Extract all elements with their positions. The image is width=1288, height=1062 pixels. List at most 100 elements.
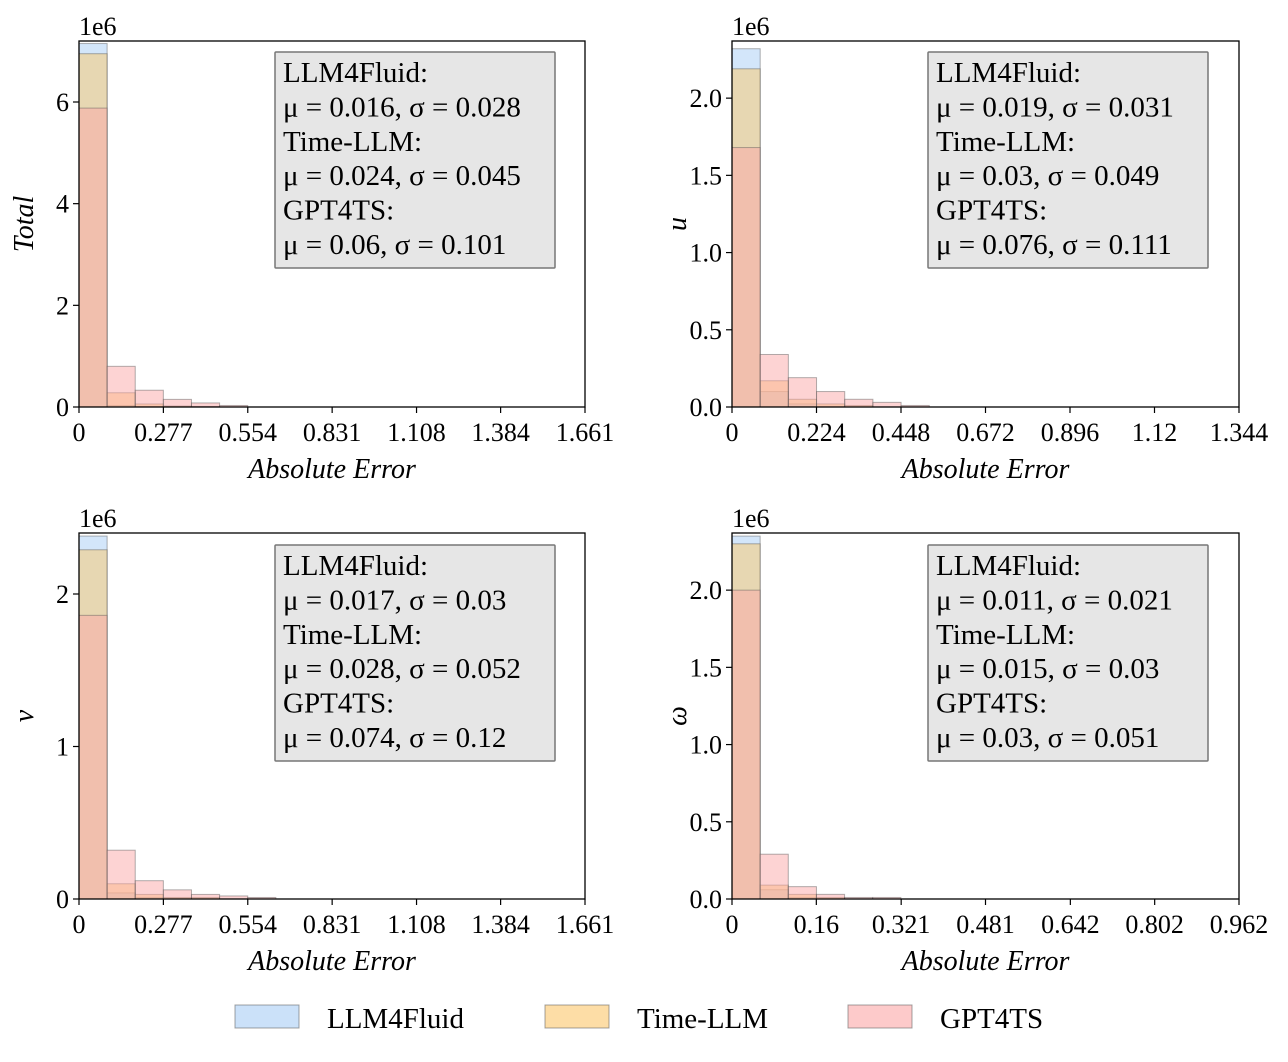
y-tick-label: 0.5: [690, 316, 723, 345]
stats-model-label: GPT4TS:: [936, 195, 1047, 227]
y-tick-label: 4: [56, 190, 69, 219]
x-tick-label: 0.448: [872, 418, 931, 447]
stats-value: μ = 0.028, σ = 0.052: [283, 653, 521, 685]
bar: [106, 365, 136, 408]
stats-model-label: Time-LLM:: [936, 126, 1075, 158]
bar: [731, 589, 761, 900]
x-tick-label: 0.802: [1125, 910, 1184, 939]
bar: [844, 398, 874, 408]
x-tick-label: 0.224: [787, 418, 846, 447]
legend-entry-llm4fluid: LLM4Fluid: [234, 1003, 464, 1035]
x-tick-label: 0.962: [1210, 910, 1269, 939]
stats-value: μ = 0.015, σ = 0.03: [936, 653, 1159, 685]
stats-value: μ = 0.024, σ = 0.045: [283, 160, 521, 192]
legend-swatch: [847, 1004, 913, 1029]
y-axis-label: ω: [662, 706, 693, 726]
y-tick-label: 1.0: [690, 239, 723, 268]
stats-box-background: [927, 544, 1209, 762]
x-tick-label: 0.642: [1041, 910, 1100, 939]
x-tick-label: 0: [726, 910, 739, 939]
x-tick-label: 1.12: [1132, 418, 1178, 447]
stats-box-background: [274, 51, 556, 269]
stats-value: μ = 0.03, σ = 0.049: [936, 160, 1159, 192]
x-tick-label: 0.554: [219, 910, 278, 939]
stats-model-label: GPT4TS:: [283, 195, 394, 227]
bar: [759, 853, 789, 900]
stats-value: μ = 0.06, σ = 0.101: [283, 229, 506, 261]
bar: [759, 353, 789, 408]
stats-value: μ = 0.016, σ = 0.028: [283, 91, 521, 123]
x-axis-label: Absolute Error: [900, 946, 1070, 977]
stats-model-label: LLM4Fluid:: [936, 57, 1081, 89]
series-gpt4ts: [731, 147, 930, 408]
panel-4: 0 0.16 0.321 0.481 0.642 0.802 0.962 0.0 0.5 1.0 1…: [662, 504, 1268, 977]
stats-value: μ = 0.03, σ = 0.051: [936, 722, 1159, 754]
bar: [78, 614, 108, 900]
panel-3: 0 0.277 0.554 0.831 1.108 1.384 1.661 0 1 2 1e6 Abs…: [9, 504, 614, 977]
bar: [815, 893, 846, 900]
series-gpt4ts: [78, 614, 277, 900]
stats-model-label: Time-LLM:: [283, 126, 422, 158]
bar: [787, 377, 818, 408]
bar: [162, 398, 192, 408]
x-axis-label: Absolute Error: [246, 946, 416, 977]
y-tick-label: 2.0: [690, 84, 723, 113]
x-tick-label: 0.831: [303, 910, 362, 939]
stats-value: μ = 0.017, σ = 0.03: [283, 584, 506, 616]
x-tick-label: 1.384: [471, 910, 530, 939]
y-axis-label: u: [662, 217, 693, 231]
x-tick-label: 1.661: [556, 418, 615, 447]
panel-1: 0 0.277 0.554 0.831 1.108 1.384 1.661 0 2 4 6 1e6 Ab…: [9, 12, 614, 485]
x-tick-label: 1.384: [471, 418, 530, 447]
x-tick-label: 1.661: [556, 910, 615, 939]
x-tick-label: 0: [73, 418, 86, 447]
legend-swatch: [234, 1004, 300, 1029]
x-tick-label: 0: [726, 418, 739, 447]
bar: [190, 893, 221, 900]
y-tick-label: 2.0: [690, 576, 723, 605]
x-tick-label: 0.16: [794, 910, 840, 939]
bar: [106, 849, 136, 900]
x-tick-label: 0.554: [219, 418, 278, 447]
y-tick-label: 2: [56, 291, 69, 320]
bar: [731, 147, 761, 408]
y-tick-label: 1.5: [690, 161, 723, 190]
stats-model-label: LLM4Fluid:: [283, 57, 428, 89]
x-tick-label: 0: [73, 910, 86, 939]
stats-box-background: [274, 544, 556, 762]
bar: [872, 401, 902, 408]
x-axis-label: Absolute Error: [900, 454, 1070, 485]
x-tick-label: 0.896: [1041, 418, 1100, 447]
legend-swatch: [544, 1004, 610, 1029]
bar: [78, 107, 108, 408]
y-multiplier-label: 1e6: [79, 12, 117, 41]
y-axis-label: Total: [9, 196, 40, 253]
stats-box: LLM4Fluid:μ = 0.017, σ = 0.03Time-LLM:μ …: [274, 544, 556, 762]
y-tick-label: 0: [56, 885, 69, 914]
stats-model-label: GPT4TS:: [283, 688, 394, 720]
stats-value: μ = 0.011, σ = 0.021: [936, 584, 1173, 616]
stats-model-label: GPT4TS:: [936, 688, 1047, 720]
stats-box: LLM4Fluid:μ = 0.019, σ = 0.031Time-LLM:μ…: [927, 51, 1209, 269]
legend-label: Time-LLM: [637, 1003, 768, 1035]
bar: [134, 389, 164, 408]
series-gpt4ts: [731, 589, 902, 900]
y-tick-label: 0.5: [690, 808, 723, 837]
x-tick-label: 1.108: [387, 418, 446, 447]
bar: [816, 391, 846, 408]
panel-2: 0 0.224 0.448 0.672 0.896 1.12 1.344 0.0 0.5 1.0 1…: [662, 12, 1268, 485]
y-tick-label: 1: [56, 733, 69, 762]
y-tick-label: 1.0: [690, 731, 723, 760]
y-tick-label: 2: [56, 580, 69, 609]
legend-entry-gpt4ts: GPT4TS: [847, 1003, 1043, 1035]
bar: [134, 880, 164, 900]
stats-box: LLM4Fluid:μ = 0.016, σ = 0.028Time-LLM:μ…: [274, 51, 556, 269]
stats-box: LLM4Fluid:μ = 0.011, σ = 0.021Time-LLM:μ…: [927, 544, 1209, 762]
stats-model-label: LLM4Fluid:: [283, 550, 428, 582]
x-tick-label: 1.344: [1210, 418, 1269, 447]
stats-value: μ = 0.019, σ = 0.031: [936, 91, 1174, 123]
y-tick-label: 0.0: [690, 885, 723, 914]
stats-box-background: [927, 51, 1209, 269]
y-multiplier-label: 1e6: [732, 504, 770, 533]
